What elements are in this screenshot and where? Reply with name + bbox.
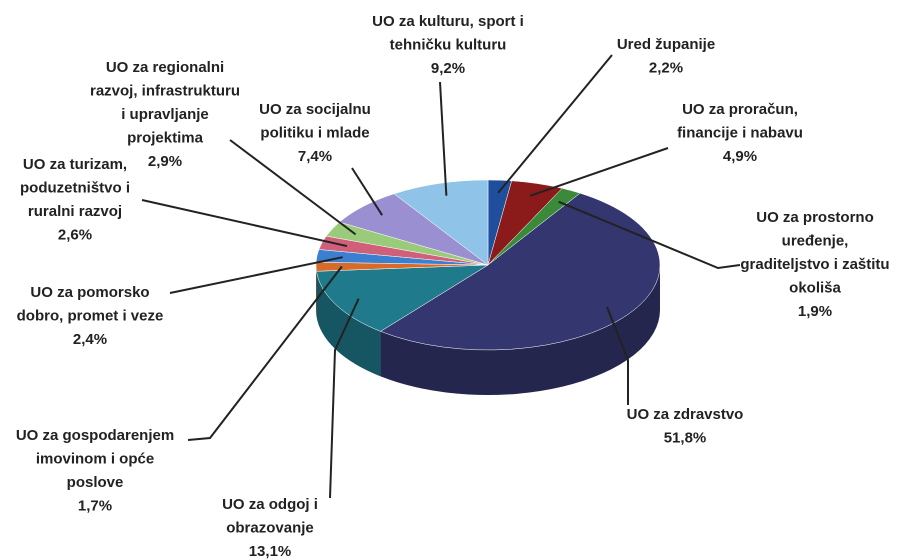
leader-line (229, 139, 357, 236)
value-label: 2,4% (73, 331, 107, 348)
slice (379, 192, 661, 351)
slice-label: UO za pomorsko (30, 284, 149, 301)
value-label: 1,9% (798, 303, 832, 320)
value-label: 2,6% (58, 226, 92, 243)
leader-line (351, 167, 383, 216)
slice-label: imovinom i opće (36, 450, 154, 467)
slice-label: poslove (67, 474, 124, 491)
slice-label: projektima (127, 129, 204, 146)
slice-label: uređenje, (782, 232, 849, 249)
slice-label: politiku i mlade (260, 124, 369, 141)
value-label: 9,2% (431, 60, 465, 77)
slice-label: UO za odgoj i (222, 496, 318, 513)
slice-label: ruralni razvoj (28, 203, 122, 220)
slice-label: UO za zdravstvo (627, 406, 744, 423)
slice-label: okoliša (789, 279, 841, 296)
slice-label: UO za proračun, (682, 101, 798, 118)
leader-line (169, 256, 343, 294)
leader-line (439, 81, 448, 196)
slice-label: dobro, promet i veze (17, 307, 164, 324)
leader-line (141, 199, 348, 248)
slice (393, 179, 489, 266)
slice-label: Ured županije (617, 36, 715, 53)
slice-label: tehničku kulturu (390, 36, 507, 53)
leader-line (329, 298, 360, 499)
slice-label: UO za turizam, (23, 156, 127, 173)
leader-line (497, 54, 613, 194)
slice-label: obrazovanje (226, 519, 314, 536)
slice-label: UO za kulturu, sport i (372, 13, 524, 30)
slice-label: razvoj, infrastrukturu (90, 82, 240, 99)
value-label: 1,7% (78, 497, 112, 514)
value-label: 7,4% (298, 148, 332, 165)
value-label: 13,1% (249, 543, 292, 560)
value-label: 2,9% (148, 153, 182, 170)
slice-label: poduzetništvo i (20, 179, 130, 196)
slice-side (316, 271, 381, 377)
value-label: 51,8% (664, 429, 707, 446)
slice-label: UO za prostorno (756, 209, 874, 226)
leader-line (187, 265, 343, 441)
slice-label: UO za gospodarenjem (16, 427, 174, 444)
slice (316, 264, 489, 332)
slice-label: financije i nabavu (677, 124, 803, 141)
leader-line (606, 306, 629, 405)
value-label: 4,9% (723, 148, 757, 165)
slice-label: graditeljstvo i zaštitu (740, 256, 889, 273)
slice-label: UO za socijalnu (259, 101, 371, 118)
leader-line (558, 200, 741, 270)
value-label: 2,2% (649, 59, 683, 76)
slice-label: i upravljanje (121, 106, 209, 123)
slice-label: UO za regionalni (106, 59, 224, 76)
leader-line (529, 147, 669, 197)
slice-side (380, 265, 660, 395)
